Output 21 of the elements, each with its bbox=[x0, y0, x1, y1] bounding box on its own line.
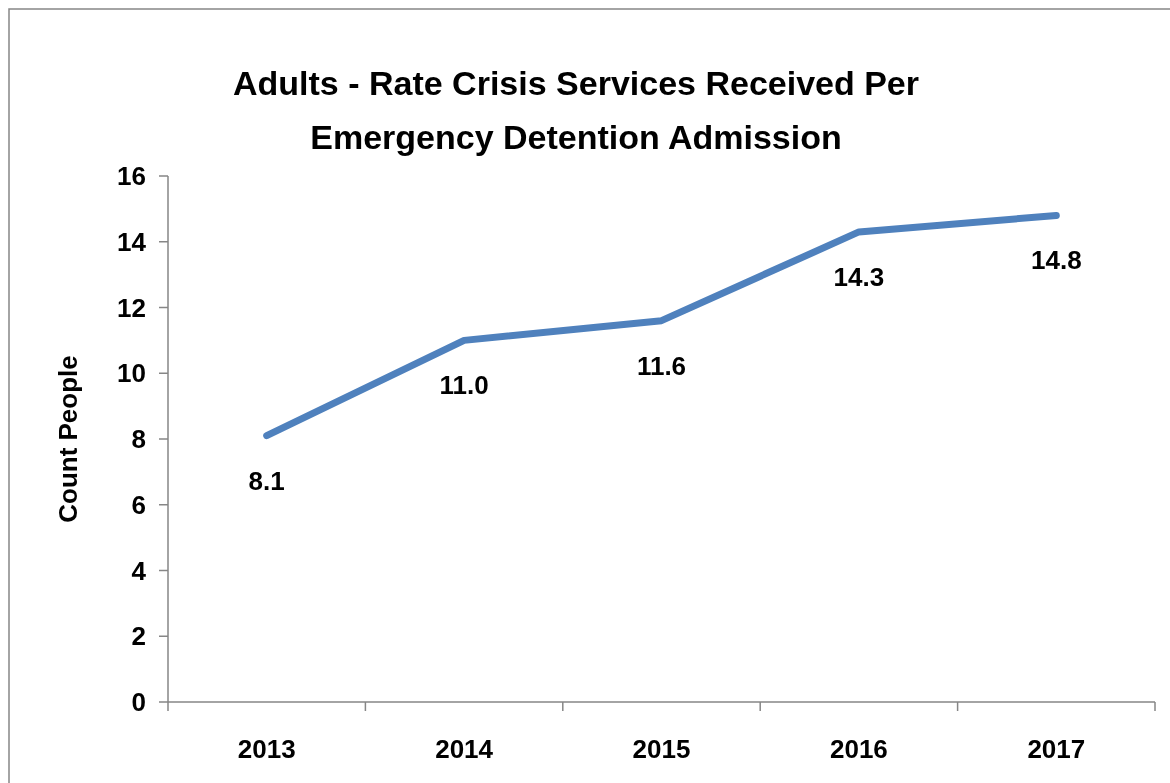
y-tick-label: 6 bbox=[131, 489, 146, 520]
y-tick-label: 4 bbox=[131, 555, 147, 586]
chart-title: Adults - Rate Crisis Services Received Per Emergency Detention Admission bbox=[233, 64, 919, 156]
x-tick-label: 2013 bbox=[237, 734, 296, 764]
y-axis-title: Count People bbox=[53, 355, 83, 523]
data-label: 14.3 bbox=[833, 261, 885, 292]
y-tick-label: 14 bbox=[117, 226, 147, 257]
data-label: 11.6 bbox=[636, 350, 687, 381]
y-tick-label: 10 bbox=[117, 358, 146, 389]
y-tick-label: 8 bbox=[131, 424, 146, 455]
x-tick-label: 2015 bbox=[632, 734, 691, 764]
y-tick-label: 16 bbox=[117, 161, 146, 192]
y-tick-label: 12 bbox=[117, 292, 146, 323]
x-tick-label: 2016 bbox=[829, 734, 888, 764]
data-label: 14.8 bbox=[1031, 245, 1082, 276]
data-label: 11.0 bbox=[439, 370, 489, 401]
y-tick-label: 2 bbox=[131, 621, 146, 652]
data-label: 8.1 bbox=[248, 465, 285, 496]
x-tick-label: 2014 bbox=[435, 734, 494, 764]
x-tick-label: 2017 bbox=[1027, 734, 1086, 764]
y-tick-label: 0 bbox=[131, 687, 146, 718]
